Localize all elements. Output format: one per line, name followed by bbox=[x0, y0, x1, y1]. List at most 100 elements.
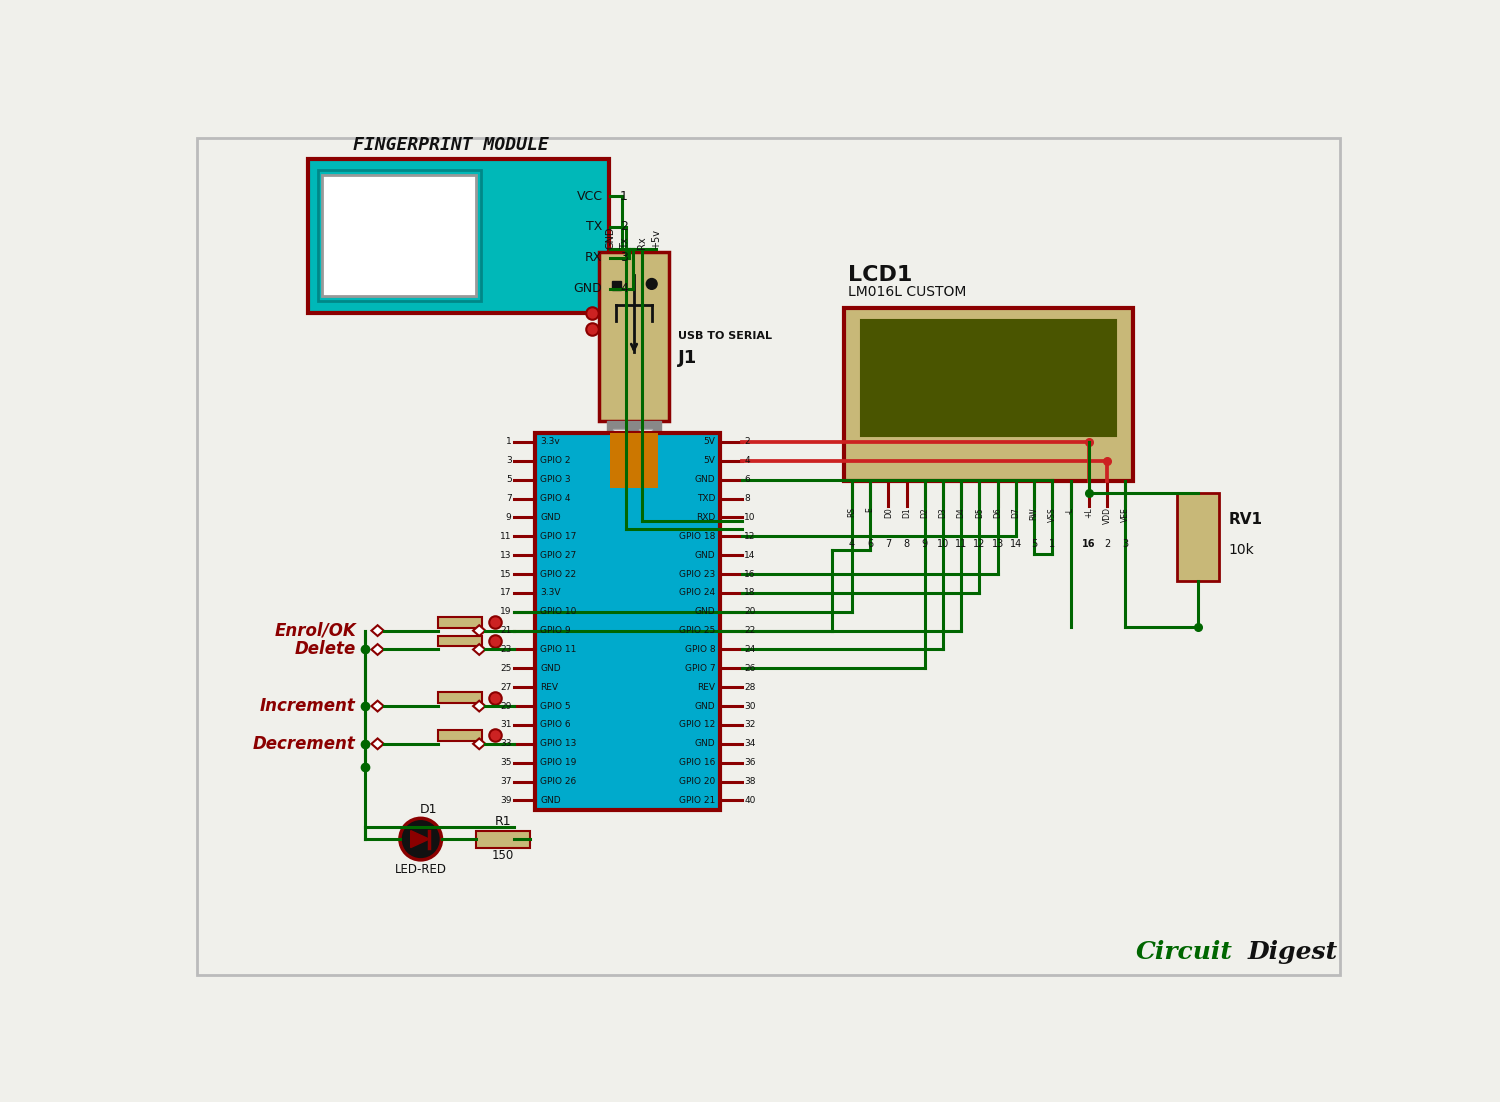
Text: 33: 33 bbox=[500, 739, 512, 748]
Polygon shape bbox=[472, 644, 486, 655]
Bar bbox=[536, 433, 720, 810]
Text: 1: 1 bbox=[506, 437, 512, 446]
Text: 22: 22 bbox=[744, 626, 756, 635]
Text: Enrol/OK: Enrol/OK bbox=[274, 622, 356, 639]
Bar bbox=[608, 421, 662, 463]
Text: D2: D2 bbox=[921, 507, 930, 518]
Text: 2: 2 bbox=[744, 437, 750, 446]
Text: 5: 5 bbox=[506, 475, 512, 484]
Text: 16: 16 bbox=[744, 570, 756, 579]
Text: GPIO 8: GPIO 8 bbox=[686, 645, 716, 653]
Polygon shape bbox=[372, 644, 384, 655]
Text: 36: 36 bbox=[744, 758, 756, 767]
Text: D6: D6 bbox=[993, 507, 1002, 518]
Text: 19: 19 bbox=[500, 607, 512, 616]
Text: 3.3V: 3.3V bbox=[540, 588, 561, 597]
Text: GPIO 16: GPIO 16 bbox=[680, 758, 716, 767]
Text: GPIO 3: GPIO 3 bbox=[540, 475, 570, 484]
Text: GPIO 23: GPIO 23 bbox=[680, 570, 716, 579]
Circle shape bbox=[400, 819, 441, 860]
Text: D4: D4 bbox=[957, 507, 966, 518]
Text: 3: 3 bbox=[620, 251, 628, 264]
Text: TX: TX bbox=[586, 220, 603, 234]
Text: 39: 39 bbox=[500, 796, 512, 804]
Text: D0: D0 bbox=[884, 507, 892, 518]
Text: GPIO 9: GPIO 9 bbox=[540, 626, 570, 635]
Text: -L: -L bbox=[1066, 507, 1076, 515]
Text: 11: 11 bbox=[956, 539, 968, 549]
Text: 3: 3 bbox=[506, 456, 512, 465]
Text: 10k: 10k bbox=[1228, 543, 1254, 558]
Bar bbox=[610, 463, 658, 488]
Text: 2: 2 bbox=[1104, 539, 1110, 549]
Text: TXD: TXD bbox=[698, 494, 715, 504]
Bar bbox=[614, 429, 627, 440]
Text: 5: 5 bbox=[1030, 539, 1038, 549]
Text: 10: 10 bbox=[938, 539, 950, 549]
Text: 25: 25 bbox=[500, 663, 512, 673]
Text: 38: 38 bbox=[744, 777, 756, 786]
Text: 32: 32 bbox=[744, 721, 756, 730]
Text: 15: 15 bbox=[500, 570, 512, 579]
Text: LCD1: LCD1 bbox=[847, 266, 912, 285]
Text: VSS: VSS bbox=[1048, 507, 1058, 522]
Text: Decrement: Decrement bbox=[254, 735, 356, 753]
Polygon shape bbox=[472, 625, 486, 636]
Text: GPIO 11: GPIO 11 bbox=[540, 645, 576, 653]
Text: Digest: Digest bbox=[1248, 940, 1338, 964]
Text: 9: 9 bbox=[921, 539, 928, 549]
Text: GPIO 26: GPIO 26 bbox=[540, 777, 576, 786]
Text: GND: GND bbox=[694, 702, 715, 711]
Text: RV1: RV1 bbox=[1228, 512, 1263, 527]
Text: D7: D7 bbox=[1011, 507, 1020, 518]
Circle shape bbox=[646, 279, 657, 290]
Text: VDD: VDD bbox=[1102, 507, 1112, 525]
Text: 5V: 5V bbox=[704, 456, 716, 465]
Text: Tx: Tx bbox=[621, 237, 630, 249]
Bar bbox=[476, 831, 530, 847]
Text: 6: 6 bbox=[744, 475, 750, 484]
Text: 21: 21 bbox=[500, 626, 512, 635]
Text: GPIO 22: GPIO 22 bbox=[540, 570, 576, 579]
Text: GPIO 7: GPIO 7 bbox=[686, 663, 716, 673]
Text: GPIO 25: GPIO 25 bbox=[680, 626, 716, 635]
Text: 29: 29 bbox=[500, 702, 512, 711]
Text: R1: R1 bbox=[495, 814, 512, 828]
Text: +5v: +5v bbox=[651, 228, 662, 249]
Text: 23: 23 bbox=[500, 645, 512, 653]
Text: 7: 7 bbox=[885, 539, 891, 549]
Text: GND: GND bbox=[694, 475, 715, 484]
Text: 11: 11 bbox=[500, 532, 512, 541]
Text: GPIO 5: GPIO 5 bbox=[540, 702, 570, 711]
Text: 31: 31 bbox=[500, 721, 512, 730]
Text: Circuit: Circuit bbox=[1136, 940, 1233, 964]
Text: 18: 18 bbox=[744, 588, 756, 597]
Text: GPIO 27: GPIO 27 bbox=[540, 551, 576, 560]
Text: GPIO 2: GPIO 2 bbox=[540, 456, 570, 465]
Text: VEE: VEE bbox=[1120, 507, 1130, 522]
Text: GND: GND bbox=[540, 663, 561, 673]
Text: 30: 30 bbox=[744, 702, 756, 711]
Text: GPIO 21: GPIO 21 bbox=[680, 796, 716, 804]
Text: Increment: Increment bbox=[260, 698, 356, 715]
Text: GPIO 12: GPIO 12 bbox=[680, 721, 716, 730]
Text: LM016L CUSTOM: LM016L CUSTOM bbox=[847, 285, 966, 300]
Text: 3.3v: 3.3v bbox=[540, 437, 560, 446]
Text: 5V: 5V bbox=[704, 437, 716, 446]
Polygon shape bbox=[372, 738, 384, 749]
Text: GND: GND bbox=[694, 739, 715, 748]
Text: GND: GND bbox=[694, 551, 715, 560]
Text: 6: 6 bbox=[867, 539, 873, 549]
Text: GPIO 20: GPIO 20 bbox=[680, 777, 716, 786]
Text: J1: J1 bbox=[678, 349, 698, 367]
Text: 1: 1 bbox=[1050, 539, 1056, 549]
Bar bbox=[844, 307, 1132, 482]
Text: GPIO 18: GPIO 18 bbox=[680, 532, 716, 541]
Text: GND: GND bbox=[540, 796, 561, 804]
Text: 37: 37 bbox=[500, 777, 512, 786]
Text: GND: GND bbox=[540, 512, 561, 522]
Bar bbox=[600, 251, 669, 421]
Text: 9: 9 bbox=[506, 512, 512, 522]
Text: 12: 12 bbox=[974, 539, 986, 549]
Polygon shape bbox=[472, 738, 486, 749]
